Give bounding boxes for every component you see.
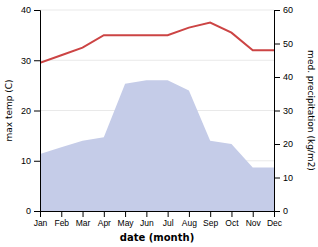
tick-mark (34, 161, 40, 162)
axis-line (275, 11, 281, 212)
tick-mark (125, 211, 126, 217)
tick: 10 (274, 173, 293, 183)
tick-mark (34, 111, 40, 112)
tick: Mar (76, 211, 91, 228)
x-axis: Jan Feb Mar Apr May Jun Jul Aug Sep Oct Nov Dec (34, 211, 283, 228)
tick-mark (146, 211, 147, 217)
tick: Dec (267, 211, 283, 228)
tick-label: Aug (182, 218, 197, 228)
chart: JanFebMarAprMayJunJulAugSepOctNovDec0102… (0, 0, 318, 247)
tick: 10 (21, 156, 40, 166)
tick: 20 (21, 106, 40, 116)
y-label: max temp (C) (4, 79, 14, 141)
tick-mark (253, 211, 254, 217)
tick-label: 20 (21, 106, 31, 116)
plot: JanFebMarAprMayJunJulAugSepOctNovDec0102… (4, 5, 316, 243)
tick-mark (189, 211, 190, 217)
tick-mark (231, 211, 232, 217)
area (40, 80, 274, 211)
tick: 20 (274, 139, 293, 149)
tick-label: Dec (267, 218, 283, 228)
y2-label: med. precipitation (kg/m2) (306, 50, 316, 171)
tick-label: Oct (225, 218, 239, 228)
tick-label: Jun (140, 218, 154, 228)
tick-label: 10 (21, 156, 31, 166)
marks (40, 23, 274, 211)
tick-mark (168, 211, 169, 217)
tick-mark (34, 211, 40, 212)
tick-label: 50 (283, 39, 293, 49)
tick-label: 10 (283, 173, 293, 183)
tick: 60 (274, 5, 293, 15)
tick: 30 (21, 56, 40, 66)
tick-label: 40 (21, 5, 31, 15)
tick: Nov (246, 211, 262, 228)
tick: Apr (98, 211, 111, 228)
tick: Sep (203, 211, 218, 228)
tick-label: 30 (283, 106, 293, 116)
tick-label: Nov (246, 218, 262, 228)
tick-mark (104, 211, 105, 217)
tick-label: 20 (283, 139, 293, 149)
tick: Jul (163, 211, 174, 228)
grid (40, 10, 274, 211)
tick: 0 (274, 206, 288, 216)
tick-mark (34, 10, 40, 11)
tick: 50 (274, 39, 293, 49)
tick-mark (61, 211, 62, 217)
y-axis: 0 10 20 30 40 (21, 5, 41, 216)
tick-label: 30 (21, 56, 31, 66)
tick: Jun (140, 211, 154, 228)
tick-mark (274, 178, 280, 179)
axis-line (34, 11, 41, 212)
tick: Aug (182, 211, 197, 228)
tick-label: 60 (283, 5, 293, 15)
tick: 40 (21, 5, 40, 15)
tick-label: May (118, 218, 135, 228)
tick-label: Sep (203, 218, 218, 228)
tick-label: Jan (34, 218, 48, 228)
y2-axis: 0 10 20 30 40 50 60 (274, 5, 293, 216)
tick: 40 (274, 72, 293, 82)
tick-label: 40 (283, 72, 293, 82)
tick-label: Mar (76, 218, 91, 228)
tick-mark (274, 44, 280, 45)
tick: Oct (225, 211, 239, 228)
tick-mark (274, 77, 280, 78)
tick-mark (274, 111, 280, 112)
tick: Feb (54, 211, 69, 228)
tick-label: 0 (26, 206, 31, 216)
tick: Jan (34, 211, 48, 228)
tick-mark (274, 211, 280, 212)
tick-label: Apr (98, 218, 111, 228)
x-label: date (month) (120, 232, 194, 243)
tick-mark (210, 211, 211, 217)
line (40, 23, 274, 63)
tick-mark (83, 211, 84, 217)
tick-mark (274, 144, 280, 145)
tick-label: Feb (54, 218, 69, 228)
tick: May (118, 211, 135, 228)
tick-label: Jul (163, 218, 174, 228)
tick-label: 0 (283, 206, 288, 216)
grid-line (40, 10, 274, 11)
tick-mark (34, 60, 40, 61)
tick-mark (274, 10, 280, 11)
tick: 30 (274, 106, 293, 116)
axis-line (41, 212, 275, 218)
grid-line (40, 60, 274, 61)
tick: 0 (26, 206, 40, 216)
